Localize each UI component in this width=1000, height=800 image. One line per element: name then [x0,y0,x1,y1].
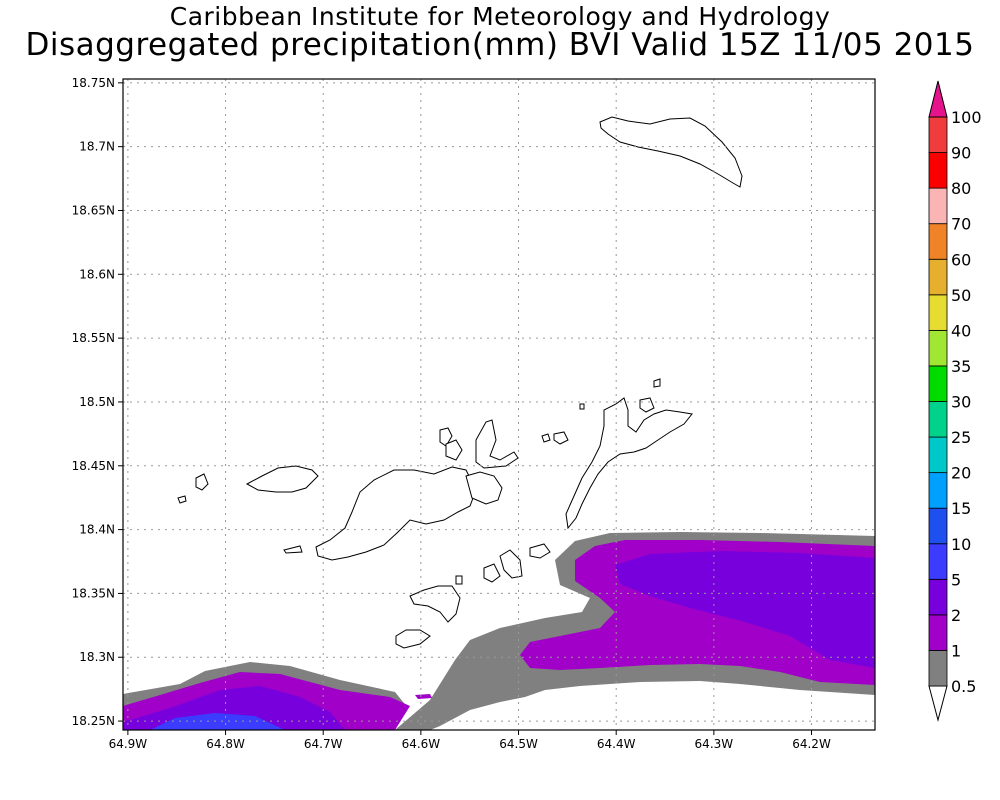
product-title: Disaggregated precipitation(mm) BVI Vali… [25,27,975,63]
island-great-camanoe [445,439,463,461]
lat-tick-label: 18.5N [79,395,115,409]
colorbar-swatch [928,401,948,438]
lon-tick-labels: 64.9W 64.8W 64.7W 64.6W 64.5W 64.4W 64.3W 64.2W [109,737,831,751]
colorbar-label: 50 [951,286,971,305]
island-norman [395,629,431,649]
island-fallen-jerusalem [529,543,551,559]
island-dead-chest [455,575,463,585]
institute-title: Caribbean Institute for Meteorology and … [169,2,831,31]
colorbar-swatch [928,294,948,331]
colorbar-swatch [928,223,948,260]
island-little-islet [579,403,585,410]
colorbar-swatch [928,152,948,189]
colorbar-label: 35 [951,357,971,376]
island-little-jost [195,473,209,491]
lat-tick-label: 18.55N [72,331,115,345]
lat-tick-label: 18.7N [79,140,115,154]
colorbar-label: 10 [951,535,971,554]
lat-tick-label: 18.4N [79,523,115,537]
colorbar-label: 5 [951,570,961,589]
island-beef-east [475,419,519,469]
colorbar-swatch [928,472,948,509]
lat-tick-label: 18.75N [72,76,115,90]
colorbar-swatch [928,436,948,474]
island-prickly-pear [639,397,655,413]
precip-2-5mm-southeast [615,551,875,668]
colorbar-label: 40 [951,321,971,340]
colorbar-swatch [928,543,948,580]
colorbar-swatch [928,116,948,153]
colorbar-label: 1 [951,641,961,660]
colorbar-max-arrow [928,80,948,118]
lon-tick-label: 64.8W [206,737,245,751]
colorbar-swatch [928,507,948,545]
island-virgin-gorda [565,397,693,530]
lat-tick-label: 18.6N [79,267,115,281]
colorbar-label: 2 [951,606,961,625]
colorbar-label: 30 [951,393,971,412]
lon-tick-label: 64.9W [109,737,148,751]
island-peter [409,585,461,623]
colorbar-swatch [928,365,948,402]
island-belmont [283,545,303,554]
colorbar-swatch [928,258,948,296]
island-cooper [483,563,501,583]
colorbar-swatch [928,329,948,367]
island-jost-van-dyke [245,465,319,493]
lat-tick-label: 18.45N [72,459,115,473]
colorbar-min-arrow [928,685,948,722]
map-grid [118,79,875,735]
colorbar-label: 80 [951,179,971,198]
precip-5-10mm-southwest [150,713,285,730]
island-sandy-cay [177,495,187,504]
precipitation-field [123,532,875,730]
lon-tick-label: 64.4W [597,737,636,751]
island-scrub [465,471,503,505]
colorbar-swatch [928,578,948,616]
plot-frame [122,78,876,731]
lon-tick-label: 64.7W [304,737,343,751]
island-marina-cay [553,431,569,445]
colorbar-label: 90 [951,144,971,163]
island-ginger [499,549,523,579]
island-necker [653,378,661,388]
colorbar-swatch [928,187,948,225]
island-guana [439,427,453,447]
lon-tick-label: 64.2W [792,737,831,751]
lat-tick-label: 18.35N [72,586,115,600]
island-tortola [315,466,477,561]
colorbar-label: 20 [951,464,971,483]
lat-tick-labels: 18.25N 18.3N 18.35N 18.4N 18.45N 18.5N 18.55N 1… [72,76,115,728]
lon-tick-label: 64.5W [499,737,538,751]
island-great-dog [541,433,551,443]
colorbar-swatch [928,614,948,651]
colorbar-label: 70 [951,215,971,234]
lat-tick-label: 18.65N [72,203,115,217]
colorbar-label: 100 [951,108,982,127]
precip-1-2mm-spot [415,694,432,699]
islands [177,116,743,649]
colorbar-swatch [928,650,948,687]
island-anegada [599,116,743,188]
colorbar-label: 0.5 [951,677,976,696]
colorbar-label: 25 [951,428,971,447]
lon-tick-label: 64.3W [695,737,734,751]
colorbar-label: 15 [951,499,971,518]
colorbar-label: 60 [951,250,971,269]
lon-tick-label: 64.6W [402,737,441,751]
lat-tick-label: 18.25N [72,714,115,728]
lat-tick-label: 18.3N [79,650,115,664]
